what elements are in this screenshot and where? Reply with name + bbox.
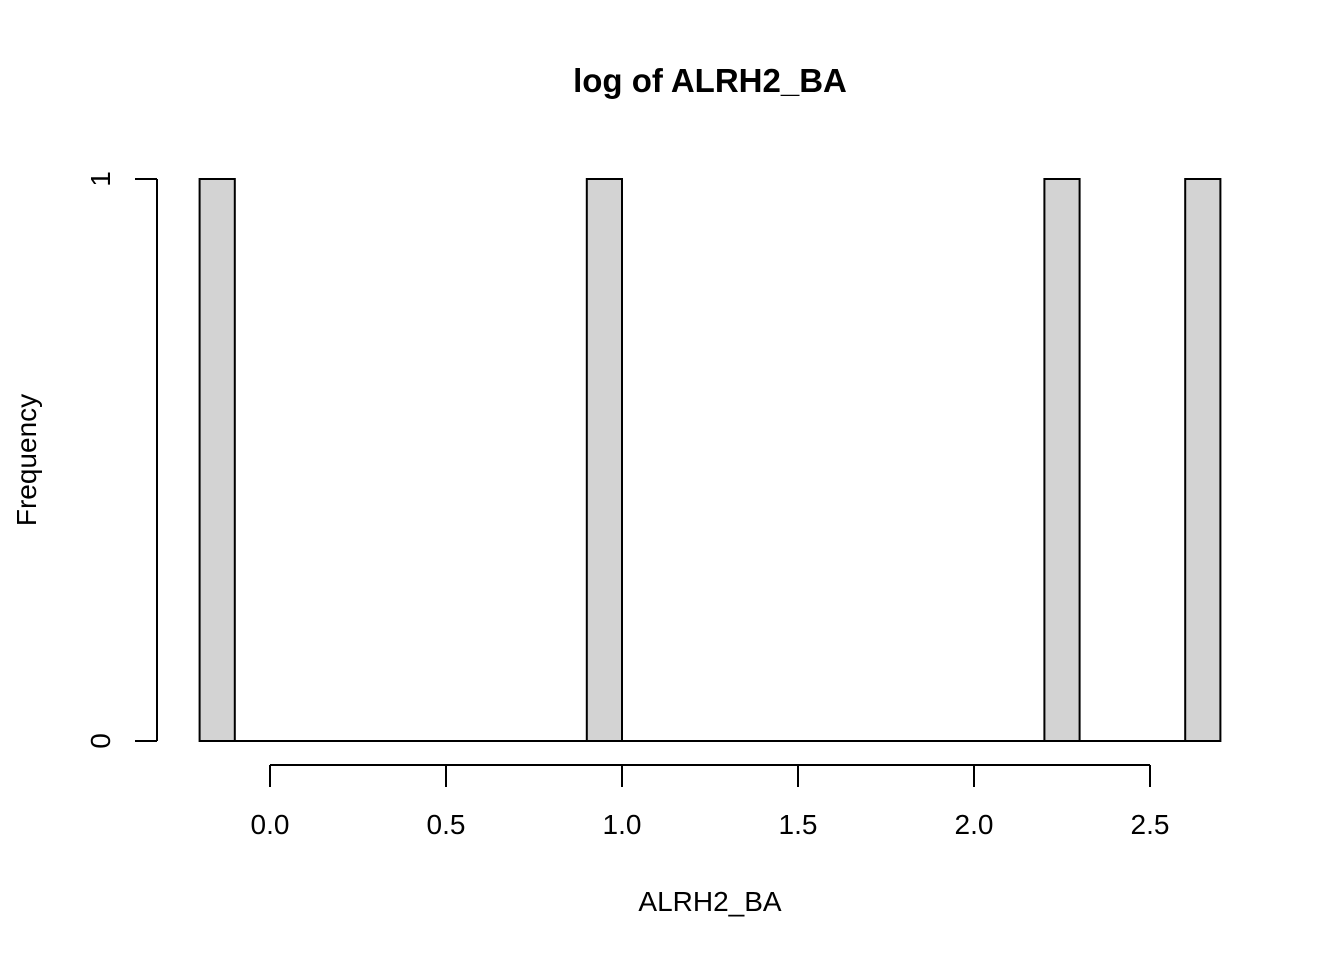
- histogram-bar: [1184, 178, 1222, 742]
- y-axis-label: Frequency: [11, 394, 42, 526]
- x-axis-label: ALRH2_BA: [638, 886, 782, 917]
- y-tick-label: 1: [85, 171, 116, 187]
- x-axis: 0.0 0.5 1.0 1.5 2.0 2.5: [251, 764, 1170, 840]
- x-tick-label: 0.5: [427, 809, 466, 840]
- y-axis: 01: [85, 171, 158, 749]
- x-tick-label: 2.0: [955, 809, 994, 840]
- histogram-bar: [198, 178, 236, 742]
- bars-group: [198, 178, 1222, 742]
- x-tick-label: 1.0: [603, 809, 642, 840]
- x-tick-label: 1.5: [779, 809, 818, 840]
- histogram-bar: [585, 178, 623, 742]
- chart-title: log of ALRH2_BA: [573, 62, 847, 99]
- y-tick-label: 0: [85, 733, 116, 749]
- histogram-bar: [1043, 178, 1081, 742]
- x-tick-label: 2.5: [1131, 809, 1170, 840]
- x-tick-label: 0.0: [251, 809, 290, 840]
